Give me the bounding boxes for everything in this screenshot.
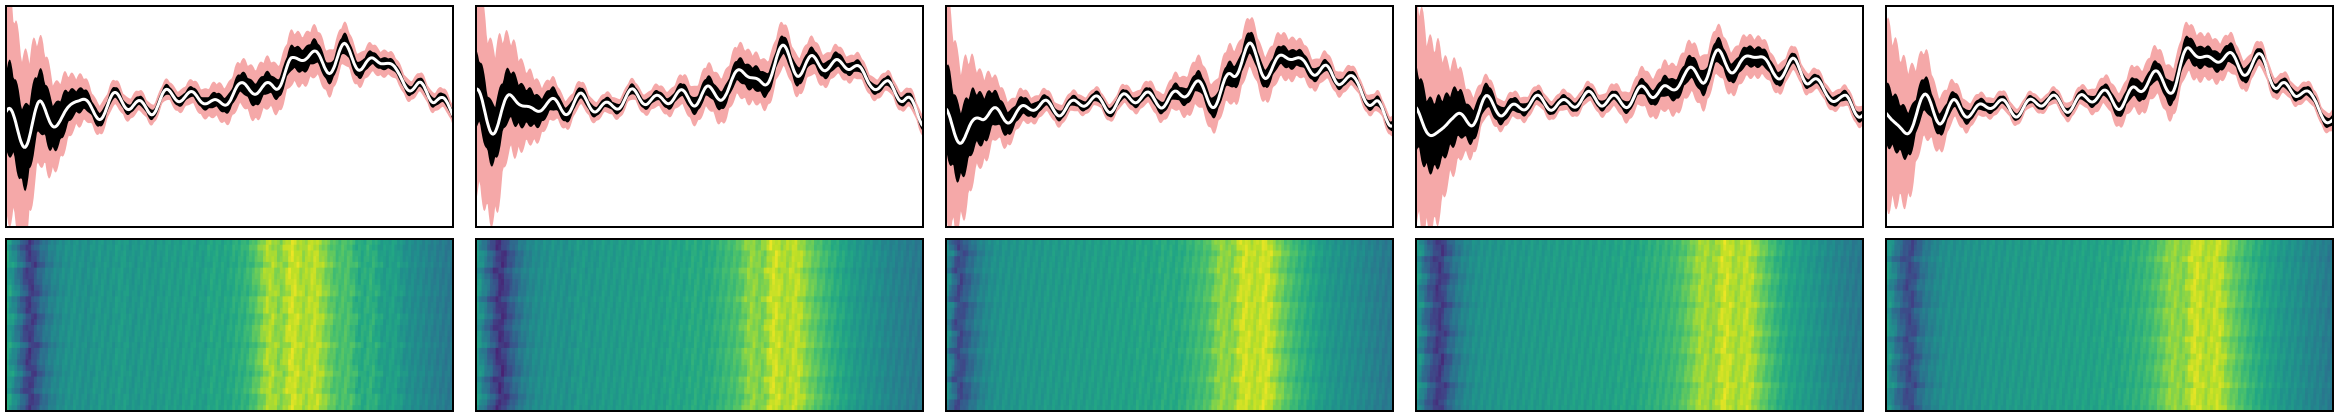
panel-frame: [475, 5, 924, 228]
line-panel-2: [475, 5, 924, 228]
heatmap-frame: [5, 238, 454, 412]
panel-frame: [5, 5, 454, 228]
heatmap-frame: [1885, 238, 2334, 412]
core-band: [946, 31, 1393, 183]
line-panel-4: [1415, 5, 1864, 228]
heatmap-panel-2: [475, 238, 924, 412]
heatmap-panel-5: [1885, 238, 2334, 412]
heatmap-panel-1: [5, 238, 454, 412]
core-band: [1416, 36, 1863, 175]
mean-line: [476, 43, 923, 136]
heatmap-panels-row: [5, 238, 2334, 412]
line-panel-5: [1885, 5, 2334, 228]
heatmap-frame: [1415, 238, 1864, 412]
mean-line: [1886, 46, 2333, 136]
line-panel-1: [5, 5, 454, 228]
spread-band: [6, 6, 453, 227]
heatmap-panel-3: [945, 238, 1394, 412]
mean-line: [946, 41, 1393, 145]
heatmap-frame: [475, 238, 924, 412]
heatmap-frame: [945, 238, 1394, 412]
mean-line: [1416, 48, 1863, 138]
panel-frame: [1415, 5, 1864, 228]
mean-line: [6, 41, 453, 149]
core-band: [6, 32, 453, 192]
line-panels-row: [5, 5, 2334, 228]
heatmap-panel-4: [1415, 238, 1864, 412]
panel-frame: [945, 5, 1394, 228]
panel-frame: [1885, 5, 2334, 228]
line-panel-3: [945, 5, 1394, 228]
